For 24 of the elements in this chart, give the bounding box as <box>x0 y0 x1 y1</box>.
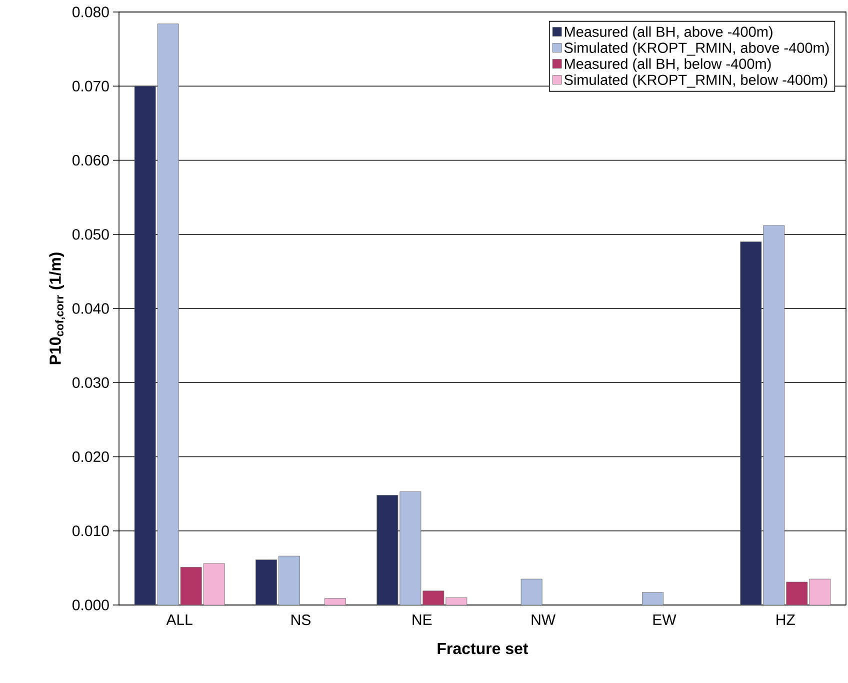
y-tick-label: 0.000 <box>72 600 109 610</box>
y-tick-label: 0.070 <box>72 80 109 92</box>
legend-label: Measured (all BH, below -400m) <box>564 58 771 72</box>
y-axis-title: P10$_{cof,corr}$ (1/m) <box>49 252 66 364</box>
x-tick-label: ALL <box>166 614 192 625</box>
y-tick-label: 0.060 <box>72 154 109 166</box>
y-tick-label: 0.080 <box>72 6 109 18</box>
x-tick-label: NS <box>292 614 310 626</box>
legend-label: Measured (all BH, above -400m) <box>564 26 772 40</box>
y-tick-label: 0.040 <box>72 303 109 314</box>
y-tick-label: 0.030 <box>72 377 109 388</box>
legend-label: Simulated (KROPT_RMIN, above -400m) <box>564 42 829 56</box>
bar <box>324 598 346 606</box>
x-tick-label: NE <box>412 614 432 625</box>
y-tick-label: 0.050 <box>72 229 109 240</box>
bar <box>642 592 664 606</box>
y-tick-label: 0.010 <box>72 526 109 536</box>
x-axis-title: Fracture set <box>438 643 528 654</box>
legend-label: Simulated (KROPT_RMIN, below -400m) <box>564 74 828 88</box>
y-tick-label: 0.020 <box>72 451 109 462</box>
bar <box>520 578 542 606</box>
x-tick-label: EW <box>653 614 676 625</box>
x-tick-label: HZ <box>776 614 795 625</box>
x-tick-label: NW <box>532 614 556 625</box>
